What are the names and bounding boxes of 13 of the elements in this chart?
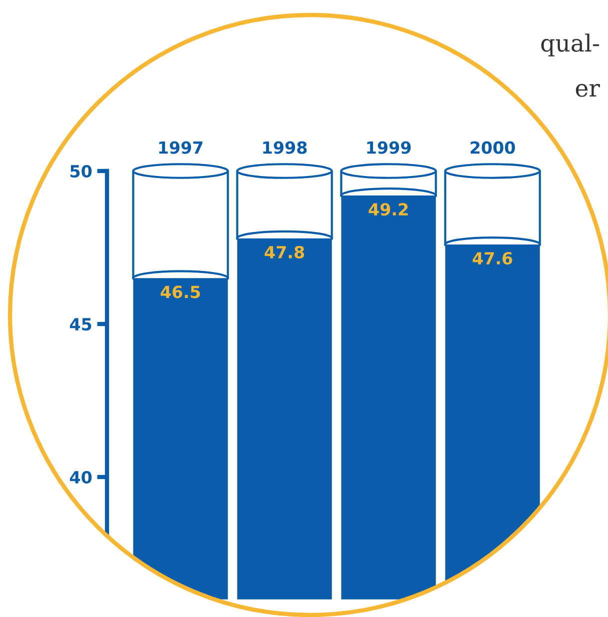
data-label: 47.8 [264, 246, 304, 258]
x-tick-label: 1997 [159, 141, 202, 154]
data-label: 47.6 [472, 252, 512, 265]
data-label: 49.2 [368, 203, 408, 216]
text: er [576, 84, 600, 97]
y-tick-label: 45 [70, 318, 92, 331]
y-tick-label: 40 [70, 470, 92, 484]
x-tick-label: 2000 [470, 141, 515, 154]
y-tick-label: 50 [70, 164, 92, 178]
x-tick-label: 1999 [367, 141, 411, 154]
text: qual- [541, 34, 599, 56]
data-label: 46.5 [160, 286, 200, 298]
x-tick-label: 1998 [263, 141, 307, 154]
